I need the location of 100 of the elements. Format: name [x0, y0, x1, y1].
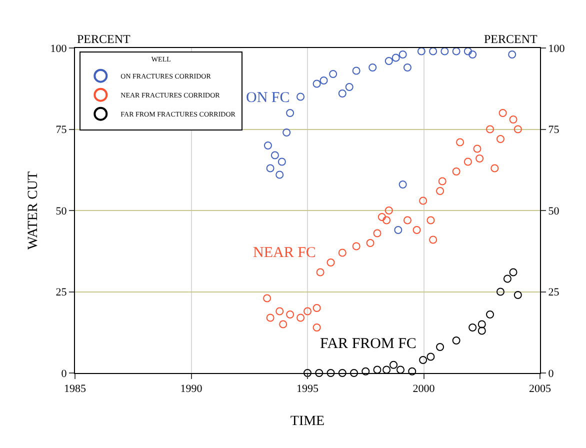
point: [429, 47, 438, 56]
point: [326, 258, 335, 266]
y-tick-label: 100: [50, 42, 68, 55]
point: [368, 64, 377, 72]
point: [270, 151, 279, 160]
point: [456, 138, 464, 146]
y-tick-label: 50: [56, 205, 68, 218]
point: [384, 57, 393, 65]
point: [373, 229, 382, 238]
point: [282, 128, 291, 136]
point: [452, 336, 460, 344]
point: [312, 80, 321, 88]
annotation: NEAR FC: [253, 245, 316, 261]
x-tick-label: 1990: [180, 383, 203, 396]
point: [498, 109, 507, 117]
point: [464, 158, 472, 166]
point: [419, 196, 428, 205]
point: [509, 268, 518, 276]
point: [362, 367, 370, 376]
point: [320, 76, 328, 84]
point: [464, 47, 472, 56]
point: [264, 142, 272, 150]
y2-tick-label: 0: [548, 368, 554, 380]
point: [514, 291, 522, 299]
y2-tick-label: 75: [548, 124, 560, 136]
point: [352, 66, 360, 75]
point: [503, 274, 512, 283]
point: [304, 369, 312, 377]
point: [486, 125, 494, 134]
point: [396, 366, 404, 374]
point: [312, 324, 321, 332]
x-tick-label: 2005: [529, 383, 552, 396]
point: [279, 320, 288, 328]
point: [394, 226, 402, 234]
y2-tick-label: 50: [548, 205, 560, 218]
y-tick-label: 25: [56, 286, 68, 299]
x-tick-label: 2000: [412, 383, 436, 396]
point: [478, 320, 486, 328]
point: [384, 206, 393, 214]
point: [436, 187, 444, 195]
point: [338, 369, 346, 377]
point: [473, 144, 482, 153]
y2-tick-label: 100: [548, 42, 566, 55]
point: [296, 92, 305, 101]
point: [316, 268, 324, 276]
point: [286, 310, 294, 318]
point: [263, 294, 272, 302]
text: PERCENT: [77, 32, 132, 46]
point: [496, 135, 504, 143]
point: [366, 239, 374, 247]
point: [514, 125, 522, 134]
x-tick-label: 1995: [296, 383, 319, 396]
point: [426, 216, 435, 224]
annotation: ON FC: [246, 90, 290, 106]
point: [266, 314, 274, 322]
point: [476, 154, 484, 162]
point: [296, 314, 305, 322]
point: [452, 47, 460, 56]
point: [426, 352, 435, 361]
x-axis-title: TIME: [290, 414, 325, 429]
point: [329, 70, 338, 78]
point: [486, 310, 494, 318]
annotation: FAR FROM FC: [320, 336, 416, 352]
point: [312, 304, 321, 312]
point: [350, 369, 358, 377]
point: [286, 109, 294, 117]
point: [496, 288, 504, 296]
point: [278, 158, 286, 166]
point: [429, 236, 438, 244]
x-tick-label: 1985: [64, 383, 86, 396]
point: [266, 164, 274, 172]
y-tick-label: 75: [56, 124, 68, 136]
point: [468, 50, 477, 58]
point: [373, 366, 382, 374]
point: [436, 343, 444, 351]
point: [276, 307, 284, 316]
y2-tick-label: 25: [548, 286, 560, 299]
point: [382, 366, 391, 374]
point: [345, 83, 354, 91]
point: [382, 216, 391, 224]
point: [490, 164, 499, 172]
point: [403, 64, 412, 72]
point: [315, 369, 324, 377]
point: [338, 90, 346, 98]
point: [417, 47, 426, 56]
point: [419, 356, 428, 364]
point: [508, 50, 516, 58]
point: [392, 54, 400, 62]
point: [276, 170, 284, 179]
point: [452, 168, 460, 176]
point: [398, 50, 407, 58]
point: [478, 326, 486, 335]
point: [326, 369, 335, 377]
point: [509, 116, 518, 124]
point: [438, 177, 446, 186]
point: [338, 248, 346, 257]
text: PERCENT: [484, 32, 538, 46]
point: [408, 367, 416, 376]
point: [398, 180, 407, 188]
y-tick-label: 0: [61, 368, 68, 380]
